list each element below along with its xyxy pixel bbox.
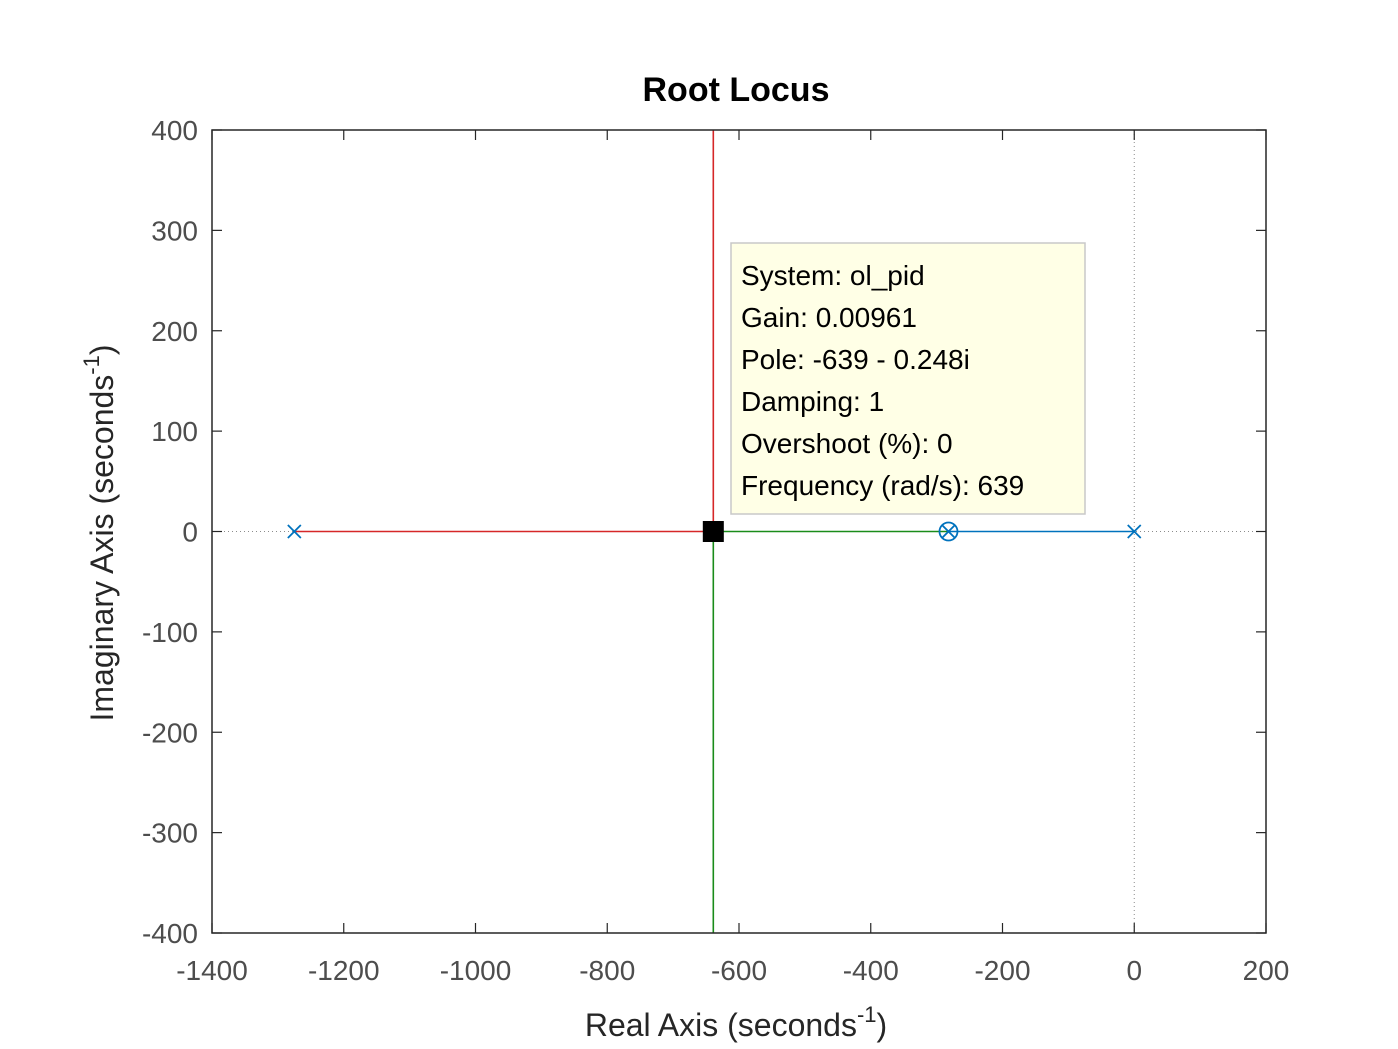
y-tick-label: 100	[151, 416, 198, 447]
locus-branches	[294, 130, 1135, 933]
y-tick-label: -100	[142, 617, 198, 648]
x-axis-label: Real Axis (seconds-1)	[585, 1002, 887, 1043]
x-tick-label: -800	[579, 955, 635, 986]
y-axis-label-sup: -1	[79, 355, 104, 375]
axis-ticks	[211, 129, 1267, 934]
x-tick-label: -1200	[308, 955, 380, 986]
pole-marker-2	[941, 524, 956, 539]
y-axis-label-close: )	[84, 344, 120, 355]
y-tick-label: 300	[151, 215, 198, 246]
tip-overshoot: Overshoot (%): 0	[741, 428, 953, 459]
x-tick-label: 0	[1126, 955, 1142, 986]
y-tick-label: 400	[151, 115, 198, 146]
selected-point-marker	[702, 521, 724, 542]
x-axis-label-close: )	[877, 1007, 888, 1043]
pole-zero-markers	[287, 521, 1142, 542]
chart-title: Root Locus	[643, 71, 830, 109]
x-tick-label: -1400	[176, 955, 248, 986]
selected-point[interactable]	[702, 521, 724, 542]
tip-system: System: ol_pid	[741, 260, 925, 291]
x-tick-label: -400	[843, 955, 899, 986]
pole-marker-1	[1127, 524, 1142, 539]
x-tick-labels: -1400 -1200 -1000 -800 -600 -400 -200 0 200	[176, 955, 1289, 986]
zero-marker-0	[938, 521, 959, 542]
tip-frequency: Frequency (rad/s): 639	[741, 470, 1024, 501]
x-tick-label: -200	[974, 955, 1030, 986]
y-tick-label: 0	[182, 517, 198, 548]
tip-gain: Gain: 0.00961	[741, 302, 917, 333]
pole-marker-0	[287, 524, 302, 539]
data-tip-box	[730, 242, 1086, 515]
tip-damping: Damping: 1	[741, 386, 884, 417]
y-tick-label: 200	[151, 316, 198, 347]
y-tick-label: -300	[142, 818, 198, 849]
x-tick-label: 200	[1243, 955, 1290, 986]
y-axis-label: Imaginary Axis (seconds-1)	[79, 344, 120, 721]
x-axis-label-sup: -1	[857, 1002, 877, 1027]
data-tip[interactable]: System: ol_pid Gain: 0.00961 Pole: -639 …	[730, 242, 1086, 515]
y-axis-label-text: Imaginary Axis (seconds	[84, 375, 120, 722]
pole-stroke-b	[941, 524, 956, 539]
y-tick-labels: -400 -300 -200 -100 0 100 200 300 400	[142, 115, 198, 949]
pole-stroke-b	[287, 524, 302, 539]
x-tick-label: -600	[711, 955, 767, 986]
y-tick-label: -200	[142, 717, 198, 748]
tip-pole: Pole: -639 - 0.248i	[741, 344, 970, 375]
y-tick-label: -400	[142, 918, 198, 949]
pole-stroke-b	[1127, 524, 1142, 539]
x-tick-label: -1000	[440, 955, 512, 986]
x-axis-label-text: Real Axis (seconds	[585, 1007, 857, 1043]
